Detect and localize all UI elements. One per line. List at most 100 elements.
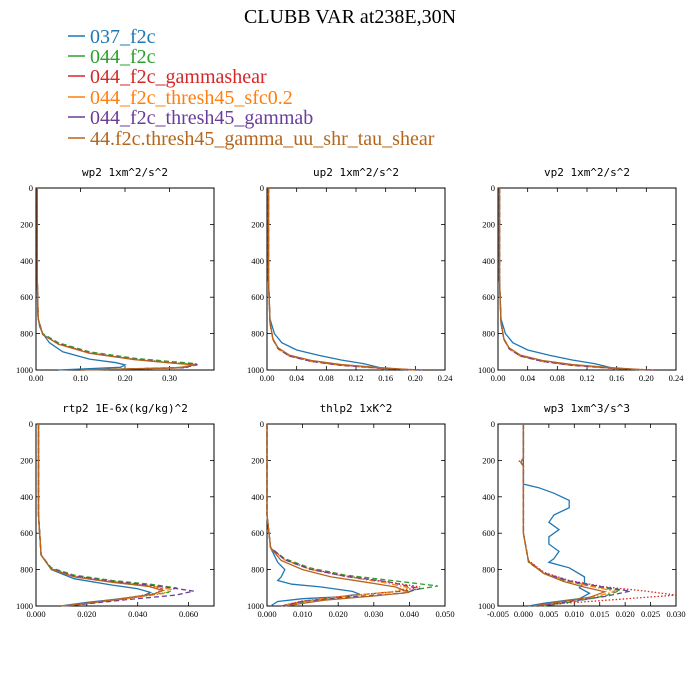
series-line [36, 188, 195, 371]
x-tick-label: 0.20 [408, 373, 423, 383]
x-tick-label: -0.005 [487, 609, 509, 619]
series-line [519, 424, 631, 607]
series-line [498, 188, 647, 371]
y-tick-label: 400 [251, 256, 264, 266]
y-tick-label: 200 [251, 455, 264, 465]
series-line [37, 424, 194, 607]
y-tick-label: 1000 [16, 601, 33, 611]
legend: 037_f2c 044_f2c 044_f2c_gammashear 044_f… [68, 26, 435, 150]
x-tick-label: 0.24 [438, 373, 454, 383]
x-tick-label: 0.04 [289, 373, 305, 383]
legend-label: 044_f2c_thresh45_sfc0.2 [90, 87, 293, 109]
series-line [266, 424, 410, 607]
legend-item: 044_f2c_thresh45_gammab [68, 107, 313, 129]
series-line [498, 188, 654, 371]
plot-frame [497, 187, 677, 371]
y-tick-label: 1000 [247, 601, 264, 611]
x-tick-label: 0.050 [435, 609, 454, 619]
legend-item: 044_f2c_thresh45_sfc0.2 [68, 87, 293, 109]
series-line [520, 424, 621, 607]
y-tick-label: 0 [491, 183, 495, 193]
legend-label: 044_f2c [90, 46, 156, 68]
plot-frame [266, 187, 446, 371]
y-tick-label: 600 [251, 292, 264, 302]
series-line [267, 188, 416, 371]
x-tick-label: 0.00 [29, 373, 44, 383]
legend-label: 044_f2c_thresh45_gammab [90, 107, 313, 129]
legend-label: 044_f2c_gammashear [90, 66, 267, 88]
series-line [36, 188, 127, 371]
figure-title: CLUBB VAR at238E,30N [244, 6, 456, 28]
x-tick-label: 0.12 [349, 373, 364, 383]
x-tick-label: 0.20 [639, 373, 654, 383]
x-tick-label: 0.020 [329, 609, 348, 619]
y-tick-label: 800 [482, 565, 495, 575]
x-tick-label: 0.020 [77, 609, 96, 619]
y-tick-label: 800 [20, 565, 33, 575]
series-line [520, 424, 608, 607]
plot-frame [497, 423, 677, 607]
y-tick-label: 600 [20, 292, 33, 302]
series-line [522, 424, 591, 607]
series-line [267, 188, 423, 371]
series-line [267, 188, 386, 371]
x-tick-label: 0.005 [539, 609, 558, 619]
x-tick-label: 0.10 [73, 373, 88, 383]
x-tick-label: 0.12 [580, 373, 595, 383]
x-tick-label: 0.030 [364, 609, 383, 619]
y-tick-label: 200 [20, 455, 33, 465]
y-tick-label: 0 [260, 183, 264, 193]
series-line [37, 424, 166, 607]
legend-label: 037_f2c [90, 26, 156, 48]
y-tick-label: 0 [29, 183, 33, 193]
x-tick-label: 0.000 [257, 609, 276, 619]
chart-panel: wp3 1xm^3/s^3 0 200 400 600 800 1000-0.005 0.00… [478, 402, 686, 619]
x-tick-label: 0.025 [641, 609, 660, 619]
x-tick-label: 0.030 [666, 609, 685, 619]
legend-item: 044_f2c [68, 46, 156, 68]
y-tick-label: 1000 [16, 365, 33, 375]
chart-panel: rtp2 1E-6x(kg/kg)^2 0 200 400 600 800 10000.00… [16, 402, 215, 619]
x-tick-label: 0.000 [26, 609, 45, 619]
x-tick-label: 0.020 [616, 609, 635, 619]
series-line [518, 424, 677, 607]
series-line [498, 188, 651, 371]
panel-title: up2 1xm^2/s^2 [313, 166, 399, 179]
x-tick-label: 0.16 [609, 373, 624, 383]
y-tick-label: 200 [251, 219, 264, 229]
series-line [36, 188, 197, 371]
y-tick-label: 0 [260, 419, 264, 429]
series-line [37, 424, 173, 607]
panel-title: thlp2 1xK^2 [320, 402, 393, 415]
x-tick-label: 0.040 [400, 609, 419, 619]
y-tick-label: 400 [482, 256, 495, 266]
x-tick-label: 0.08 [319, 373, 334, 383]
y-tick-label: 400 [20, 492, 33, 502]
legend-label: 44.f2c.thresh45_gamma_uu_shr_tau_shear [90, 128, 435, 150]
y-tick-label: 400 [20, 256, 33, 266]
x-tick-label: 0.040 [128, 609, 147, 619]
y-tick-label: 600 [251, 528, 264, 538]
series-line [267, 188, 416, 371]
panel-title: vp2 1xm^2/s^2 [544, 166, 630, 179]
x-tick-label: 0.060 [179, 609, 198, 619]
x-tick-label: 0.015 [590, 609, 609, 619]
panel-title: wp2 1xm^2/s^2 [82, 166, 168, 179]
y-tick-label: 0 [29, 419, 33, 429]
series-line [520, 424, 616, 607]
x-tick-label: 0.20 [118, 373, 133, 383]
series-line [36, 188, 198, 371]
y-tick-label: 800 [251, 565, 264, 575]
series-line [498, 188, 647, 371]
y-tick-label: 1000 [247, 365, 264, 375]
legend-item: 44.f2c.thresh45_gamma_uu_shr_tau_shear [68, 128, 435, 150]
panel-title: rtp2 1E-6x(kg/kg)^2 [62, 402, 188, 415]
series-line [37, 424, 165, 607]
series-line [266, 424, 410, 607]
legend-item: 044_f2c_gammashear [68, 66, 267, 88]
